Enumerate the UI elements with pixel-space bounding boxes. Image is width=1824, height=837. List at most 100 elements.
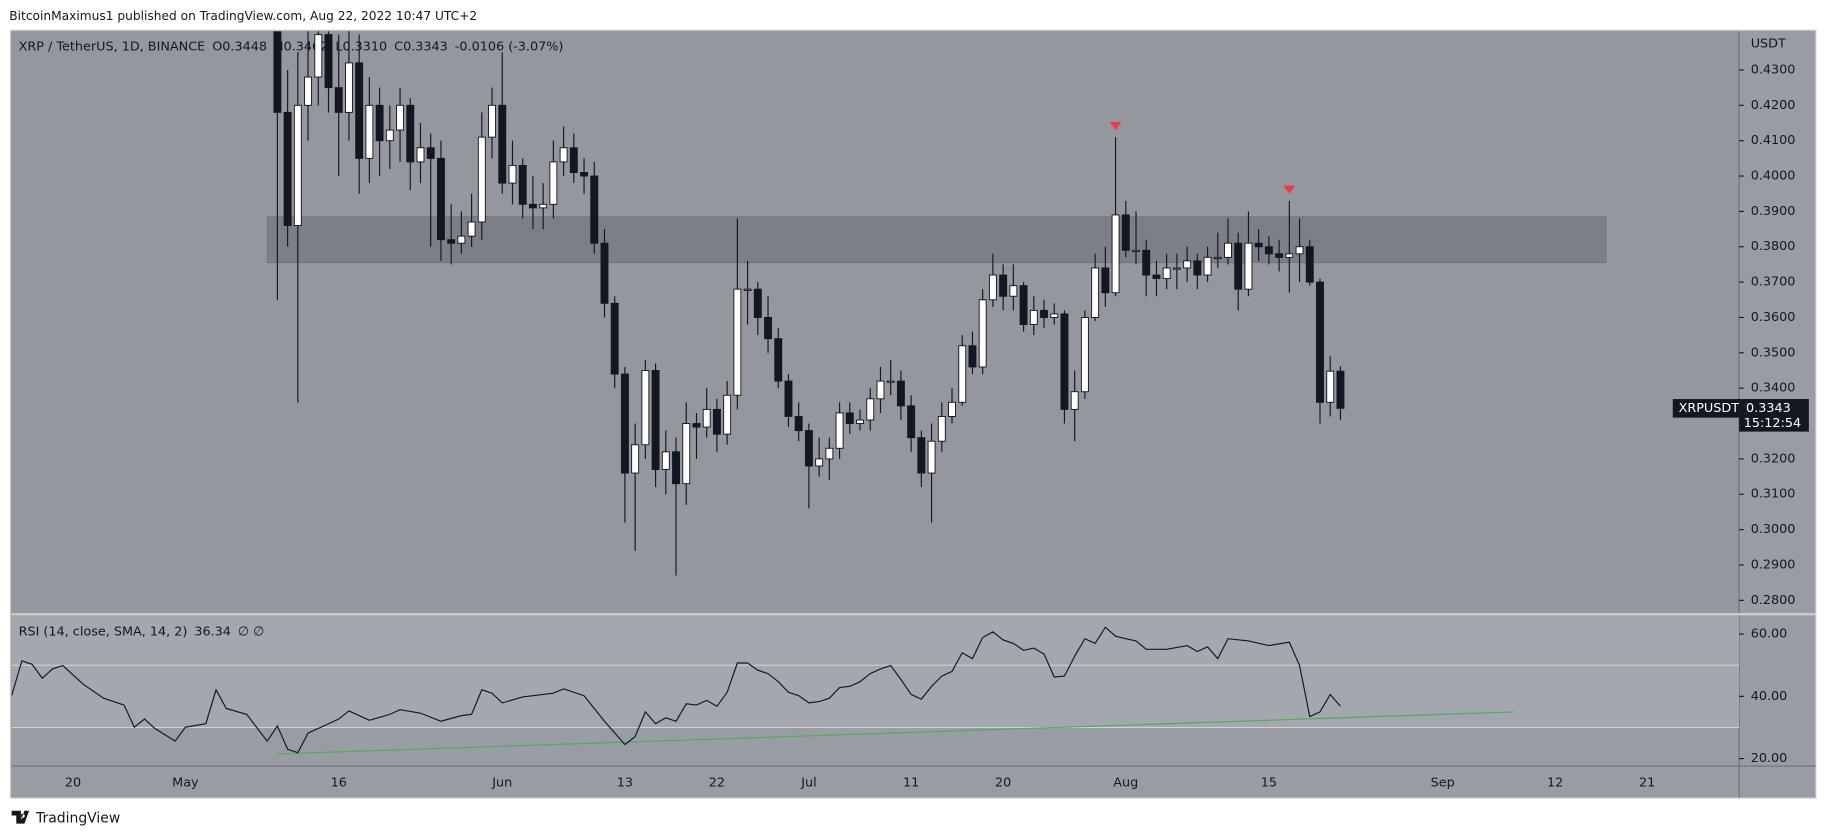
candle-body (999, 274, 1008, 297)
x-tick-label: 12 (1547, 775, 1563, 790)
candle-body (355, 62, 364, 159)
y-tick-label: 0.3600 (1751, 310, 1796, 325)
y-tick-label: 0.3400 (1751, 381, 1796, 396)
candle-body (948, 401, 956, 417)
candle-body (825, 447, 834, 460)
candle-body (528, 203, 537, 209)
price-tag-value: 0.3343 (1746, 401, 1791, 416)
x-tick-label: 11 (903, 775, 919, 790)
y-tick-label: 60.00 (1751, 627, 1788, 642)
candle-body (1244, 242, 1253, 290)
candle-body (1285, 253, 1294, 258)
rsi-plot (11, 615, 1740, 755)
y-tick-label: 0.4100 (1751, 133, 1796, 148)
candle-body (580, 172, 588, 177)
x-tick-label: 16 (331, 775, 347, 790)
y-tick-label: 0.3800 (1751, 239, 1796, 254)
y-tick-label: 0.3100 (1751, 487, 1796, 502)
candle-body (375, 104, 384, 142)
candle-body (1080, 317, 1089, 393)
candle-body (569, 147, 578, 173)
legend-value: 0.3310 (342, 39, 387, 54)
y-tick-label: 0.2800 (1751, 593, 1796, 608)
candle-body (1264, 246, 1273, 255)
candle-body (794, 416, 803, 432)
resistance-zone (266, 216, 1607, 264)
rsi-trendline (277, 711, 1515, 755)
candle-body (304, 76, 313, 106)
candle-body (1060, 313, 1069, 410)
candle-body (1316, 281, 1324, 403)
y-tick-label: 40.00 (1751, 689, 1788, 704)
candle-body (1009, 285, 1018, 297)
candle-body (856, 419, 864, 425)
candle-body (672, 451, 680, 485)
legend-value: 0.3448 (222, 39, 267, 54)
candle-body (426, 147, 435, 159)
candle-body (600, 242, 609, 304)
candle-body (1326, 370, 1335, 403)
candle-body (815, 458, 824, 467)
candle-body (314, 34, 323, 78)
candle-body (641, 370, 650, 446)
candle-body (1040, 309, 1048, 318)
x-tick-label: 13 (617, 775, 633, 790)
x-tick-label: 15 (1261, 775, 1277, 790)
candle-body (784, 380, 793, 417)
candle-body (804, 430, 813, 467)
candle-body (457, 235, 466, 244)
candle-body (283, 111, 292, 227)
price-tag (1739, 399, 1809, 432)
candle-body (1183, 260, 1192, 269)
candle-body (1121, 214, 1130, 251)
symbol-legend: XRP / TetherUS, 1D, BINANCEO0.3448H0.346… (19, 39, 564, 54)
candle-body (917, 437, 926, 474)
candle-body (876, 380, 885, 400)
candle-body (488, 104, 497, 138)
candle-body (702, 408, 711, 428)
candle-body (416, 147, 425, 163)
x-tick-label: 20 (995, 775, 1011, 790)
x-tick-label: Sep (1431, 775, 1455, 790)
candle-body (1029, 309, 1038, 326)
rsi-extra: ∅ ∅ (238, 624, 264, 639)
symbol-tag-text: XRPUSDT (1679, 401, 1740, 416)
candle-body (1070, 391, 1079, 410)
candle-body (324, 34, 333, 89)
candle-body (590, 175, 599, 244)
candle-body (845, 412, 854, 425)
symbol-title: XRP / TetherUS, 1D, BINANCE (19, 39, 206, 54)
candle-body (1162, 267, 1171, 280)
candle-body (1193, 260, 1202, 276)
candle-body (835, 412, 844, 449)
candle-body (508, 164, 517, 184)
rsi-title: RSI (14, close, SMA, 14, 2) (19, 624, 188, 639)
candle-body (498, 104, 507, 184)
candle-body (661, 451, 670, 470)
candle-body (365, 104, 374, 159)
rsi-last-value: 36.34 (194, 624, 231, 639)
candle-body (334, 87, 343, 113)
candle-body (1172, 267, 1181, 270)
legend-label: O (212, 39, 222, 54)
legend-value: 0.3343 (403, 39, 448, 54)
y-tick-label: 0.3700 (1751, 275, 1796, 290)
candle-body (436, 157, 445, 241)
candle-body (539, 203, 548, 209)
candle-body (723, 394, 732, 435)
candle-body (1019, 285, 1028, 326)
candle-body (774, 338, 783, 382)
y-tick-label: 0.2900 (1751, 557, 1796, 572)
x-tick-label: May (172, 775, 199, 790)
candle-body (1275, 253, 1284, 258)
attribution: BitcoinMaximus1 published on TradingView… (9, 9, 477, 23)
candle-body (1132, 249, 1140, 252)
candle-body (293, 104, 302, 227)
candle-body (692, 423, 701, 428)
candle-body (1091, 267, 1100, 318)
candle-body (1224, 242, 1232, 258)
candle-body (1213, 256, 1222, 259)
candle-body (396, 104, 405, 131)
brand: TradingView (35, 810, 120, 826)
